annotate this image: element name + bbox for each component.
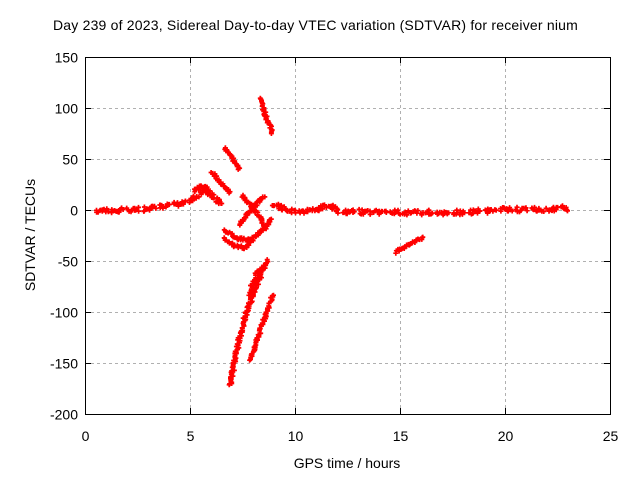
y-axis-label: SDTVAR / TECUs [22, 178, 38, 292]
x-tick-label: 5 [187, 428, 195, 444]
y-tick-label: -50 [58, 254, 78, 270]
x-tick-label: 10 [288, 428, 304, 444]
x-tick-label: 20 [498, 428, 514, 444]
x-tick-label: 15 [393, 428, 409, 444]
y-tick-label: 0 [70, 203, 78, 219]
y-tick-label: 150 [55, 50, 79, 66]
y-tick-label: -200 [50, 407, 78, 423]
x-tick-label: 0 [82, 428, 90, 444]
y-tick-label: -150 [50, 356, 78, 372]
x-axis-label: GPS time / hours [293, 455, 401, 471]
chart-title: Day 239 of 2023, Sidereal Day-to-day VTE… [53, 17, 578, 33]
y-tick-label: -100 [50, 305, 78, 321]
y-tick-label: 50 [62, 152, 78, 168]
y-tick-label: 100 [55, 101, 79, 117]
x-tick-label: 25 [603, 428, 619, 444]
